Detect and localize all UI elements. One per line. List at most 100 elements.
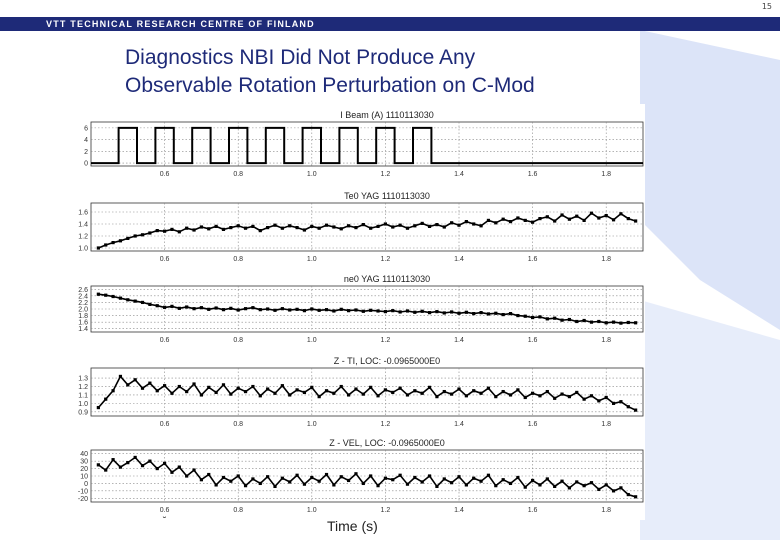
data-point <box>457 475 461 479</box>
data-point <box>118 239 123 243</box>
data-point <box>332 225 336 229</box>
data-point <box>405 482 410 486</box>
data-point <box>199 478 203 482</box>
slide-title-line-2: Observable Rotation Perturbation on C-Mo… <box>125 74 535 97</box>
data-point <box>626 320 630 325</box>
chart-title: ne0 YAG 1110113030 <box>344 274 430 284</box>
y-tick-label: 1.8 <box>78 313 88 320</box>
data-point <box>619 486 623 490</box>
data-point <box>442 225 446 229</box>
data-point <box>118 296 123 300</box>
data-point <box>604 321 608 325</box>
data-point <box>567 217 571 221</box>
data-point <box>148 381 152 385</box>
data-point <box>450 221 454 225</box>
data-point <box>324 389 329 393</box>
data-point <box>442 311 446 315</box>
data-point <box>582 218 586 222</box>
data-point <box>435 395 439 399</box>
data-point <box>229 392 233 396</box>
data-point <box>185 389 189 394</box>
chart-title: I Beam (A) 1110113030 <box>340 110 434 120</box>
data-point <box>163 229 167 233</box>
data-point <box>118 374 123 379</box>
x-tick-label: 1.2 <box>381 507 391 514</box>
data-point <box>553 396 557 400</box>
data-point <box>516 388 520 392</box>
y-tick-label: 0.9 <box>78 409 88 416</box>
chart-frame <box>90 121 644 167</box>
y-tick-label: -20 <box>78 496 88 503</box>
data-point <box>523 314 527 318</box>
data-point <box>582 484 586 488</box>
data-point <box>597 487 601 491</box>
chart-2: Te0 YAG 1110113030 1.0 1.2 1.4 1.6 0.6 0.8 1.0 1… <box>78 191 644 263</box>
data-point <box>207 307 211 311</box>
data-point <box>575 480 579 484</box>
data-point <box>170 470 174 474</box>
chart-title: Z - VEL, LOC: -0.0965000E0 <box>329 438 445 448</box>
data-point <box>354 308 358 312</box>
data-point <box>361 481 365 486</box>
data-point <box>457 223 461 227</box>
data-point <box>545 317 549 321</box>
data-point <box>398 310 402 314</box>
data-point <box>582 397 586 401</box>
page-number: 15 <box>761 2 772 11</box>
chart-title: Z - TI, LOC: -0.0965000E0 <box>334 356 440 366</box>
x-tick-label: 1.2 <box>381 256 391 263</box>
data-point <box>339 227 343 231</box>
data-point <box>207 227 211 231</box>
x-tick-label: 0.6 <box>160 256 170 263</box>
data-point <box>464 394 468 398</box>
data-point <box>553 316 557 320</box>
data-point <box>339 475 343 479</box>
y-tick-label: 1.4 <box>78 222 88 229</box>
data-point <box>317 308 321 312</box>
data-point <box>133 299 137 303</box>
data-point <box>207 472 211 477</box>
data-point <box>611 401 616 405</box>
data-point <box>295 473 299 477</box>
data-point <box>575 214 579 218</box>
data-point <box>619 321 623 325</box>
data-point <box>332 483 336 487</box>
header-bar: VTT TECHNICAL RESEARCH CENTRE OF FINLAND <box>0 17 780 31</box>
x-tick-label: 1.8 <box>601 421 611 428</box>
data-point <box>354 226 358 230</box>
y-tick-label: 1.3 <box>78 376 88 383</box>
data-point <box>494 395 498 399</box>
data-point <box>111 458 115 462</box>
data-point <box>420 309 424 313</box>
data-point <box>427 474 432 478</box>
data-point <box>177 230 181 234</box>
data-point <box>310 307 314 311</box>
data-point <box>302 482 307 486</box>
data-point <box>243 484 248 488</box>
x-tick-label: 1.4 <box>454 256 464 263</box>
data-point <box>413 389 417 393</box>
data-point <box>604 395 608 400</box>
data-point <box>251 477 255 481</box>
data-point <box>545 215 549 219</box>
data-point <box>479 311 483 315</box>
data-point <box>177 465 181 469</box>
data-point <box>383 476 387 480</box>
data-point <box>376 484 380 488</box>
data-point <box>317 395 321 399</box>
data-point <box>148 459 152 463</box>
x-tick-label: 0.8 <box>233 256 243 263</box>
chart-4: Z - TI, LOC: -0.0965000E00.91.01.11.21.3… <box>78 356 644 428</box>
y-tick-label: 2.6 <box>78 287 88 294</box>
data-point <box>96 246 100 250</box>
x-tick-label: 1.0 <box>307 507 317 514</box>
data-point <box>538 315 542 319</box>
data-point <box>450 392 454 396</box>
data-point <box>199 225 203 229</box>
x-tick-label: 1.6 <box>528 337 538 344</box>
data-point <box>236 224 240 228</box>
data-point <box>221 475 226 480</box>
data-point <box>140 233 145 237</box>
data-point <box>486 218 491 222</box>
data-point <box>310 224 314 228</box>
